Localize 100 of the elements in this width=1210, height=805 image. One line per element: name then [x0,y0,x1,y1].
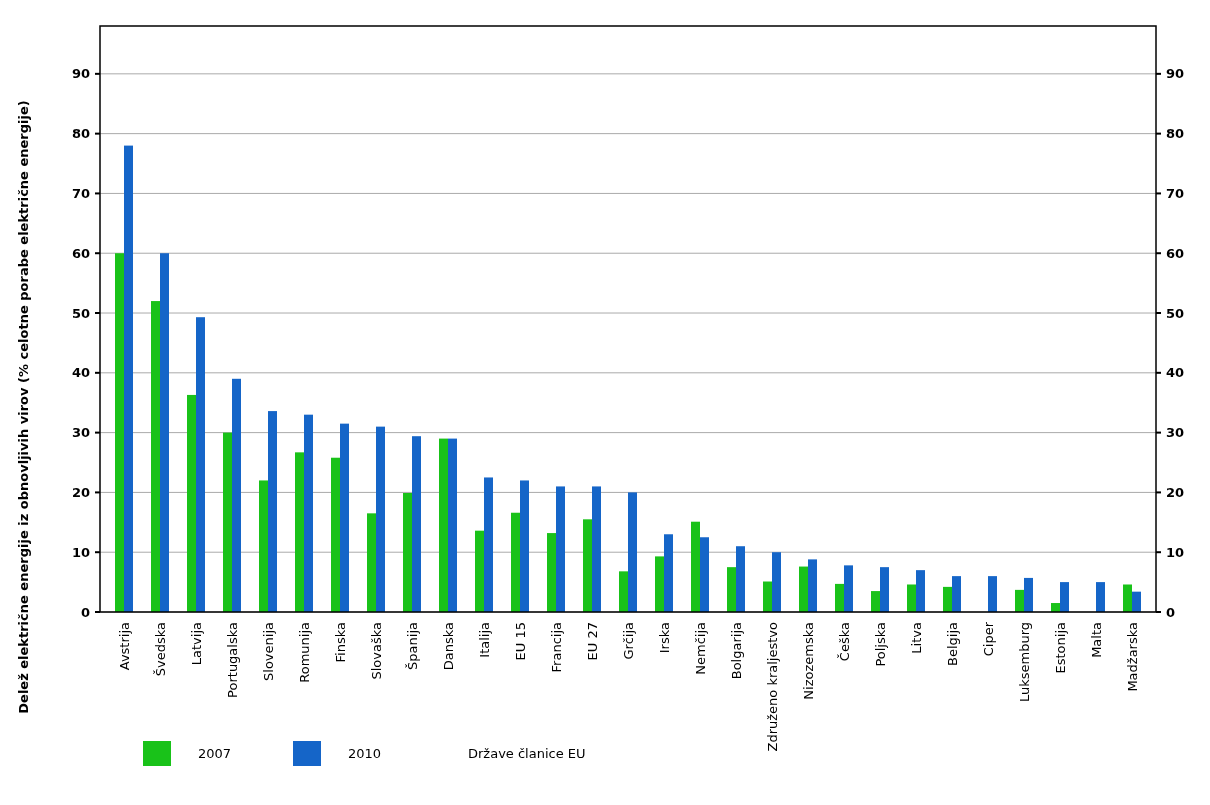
x-tick-label: Luksemburg [1016,622,1032,703]
bar [511,512,520,612]
bar [844,565,853,612]
bar [628,492,637,612]
legend-label: 2007 [198,745,232,761]
x-tick-label: Slovaška [368,622,384,680]
x-tick-label: Danska [440,622,456,671]
bar [1096,582,1105,612]
x-tick-label: Romunija [296,622,312,683]
x-tick-label: Malta [1088,622,1104,658]
y2-tick-label: 50 [1166,305,1185,321]
bar [1132,591,1141,612]
bar [871,591,880,612]
bar [907,584,916,612]
x-tick-label: Bolgarija [728,622,744,680]
bar [655,556,664,612]
y2-tick-label: 0 [1166,604,1176,620]
bar [196,317,205,612]
y-tick-label: 10 [71,544,90,560]
bar [1060,582,1069,612]
bar [403,493,412,612]
bar [763,581,772,612]
x-tick-label: EU 27 [584,622,600,661]
bar [943,586,952,612]
bar [160,253,169,612]
x-tick-label: Francija [548,622,564,673]
bar [556,486,565,612]
bar [268,411,277,612]
x-tick-label: EU 15 [512,622,528,661]
y-tick-label: 60 [71,245,90,261]
y-tick-label: 40 [71,365,90,381]
bar [547,533,556,612]
y2-tick-label: 70 [1166,185,1185,201]
y-tick-label: 50 [71,305,90,321]
x-tick-label: Finska [332,622,348,663]
x-tick-label: Španija [404,622,420,670]
y2-tick-label: 20 [1166,484,1185,500]
x-tick-label: Latvija [188,622,204,666]
bar [259,480,268,612]
x-tick-label: Poljska [872,622,888,667]
x-tick-label: Belgija [944,622,960,666]
y-tick-label: 30 [71,425,90,441]
bar [340,423,349,612]
bar [916,570,925,612]
bar [583,519,592,612]
bar [808,559,817,612]
y-tick-label: 0 [80,604,90,620]
y2-tick-label: 40 [1166,365,1185,381]
x-tick-label: Češka [836,622,852,662]
y-axis-title: Delež električne energije iz obnovljivih virov (% celotne porabe električne energije) [16,100,31,714]
x-tick-label: Portugalska [224,622,240,698]
bar [619,571,628,612]
bar [439,438,448,612]
y2-tick-label: 80 [1166,126,1185,142]
bar [727,567,736,612]
bar [952,576,961,612]
bar [151,301,160,612]
legend-label: 2010 [348,745,382,761]
x-tick-label: Združeno kraljestvo [764,621,780,752]
x-tick-label: Slovenija [260,622,276,681]
bar [484,477,493,612]
bar [448,438,457,612]
y2-tick-label: 60 [1166,245,1185,261]
bar [295,452,304,612]
bar [772,552,781,612]
x-tick-label: Ciper [980,621,996,657]
y-tick-label: 70 [71,185,90,201]
y2-tick-label: 90 [1166,66,1185,82]
bar [835,583,844,612]
bar [115,253,124,612]
bar [1015,589,1024,612]
y2-tick-label: 10 [1166,544,1185,560]
x-tick-label: Nizozemska [800,622,816,700]
bar [691,521,700,612]
bar [187,394,196,612]
bar [331,457,340,612]
x-tick-label: Nemčija [692,622,708,675]
y-tick-label: 20 [71,484,90,500]
bar [799,566,808,612]
bar [520,480,529,612]
x-axis-title: Države članice EU [468,745,586,761]
x-tick-label: Avstrija [116,622,132,671]
bar [1024,577,1033,612]
y2-tick-label: 30 [1166,425,1185,441]
bar [367,513,376,612]
bar [232,378,241,612]
bar [988,576,997,612]
bar [592,486,601,612]
x-tick-label: Grčija [620,622,636,660]
bar [1123,584,1132,612]
bar [376,426,385,612]
bar [475,530,484,612]
bar [304,414,313,612]
x-tick-label: Švedska [152,622,168,677]
y-tick-label: 90 [71,66,90,82]
bar [880,567,889,612]
x-tick-label: Irska [656,622,672,654]
x-tick-label: Estonija [1052,622,1068,674]
y-tick-label: 80 [71,126,90,142]
x-tick-label: Litva [908,622,924,654]
